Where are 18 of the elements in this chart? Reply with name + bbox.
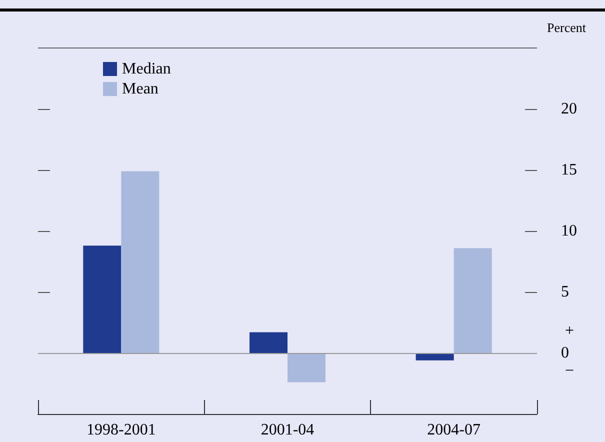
bar <box>83 246 122 353</box>
text: + <box>565 322 574 340</box>
x-tick-label: 1998-2001 <box>86 422 156 438</box>
legend-label: Mean <box>122 80 158 98</box>
x-tick-label: 2004-07 <box>427 422 480 438</box>
bar <box>250 332 288 353</box>
y-tick-label: 20 <box>561 100 577 118</box>
text: − <box>565 362 574 380</box>
y-tick-label: 10 <box>561 222 577 240</box>
y-tick-label: 15 <box>561 162 577 178</box>
y-axis-title: Percent <box>547 20 586 35</box>
bar <box>121 171 160 353</box>
bar <box>454 248 492 353</box>
x-tick-label: 2001-04 <box>260 422 314 438</box>
legend-label: Median <box>122 60 171 78</box>
y-tick-label: 5 <box>561 284 569 300</box>
y-tick-label: 0 <box>561 344 569 362</box>
bar <box>288 353 326 382</box>
